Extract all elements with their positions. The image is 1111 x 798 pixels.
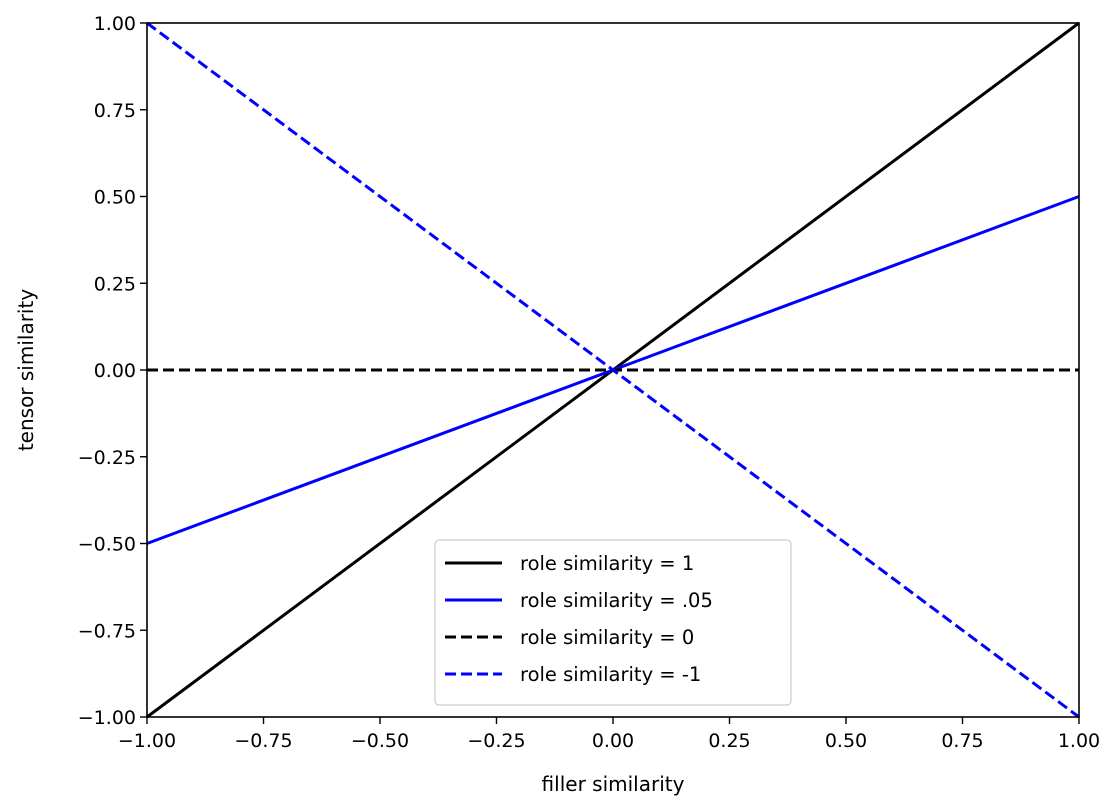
x-tick-label: 1.00 <box>1058 730 1100 752</box>
x-axis-label: filler similarity <box>542 772 685 796</box>
legend-label: role similarity = 1 <box>520 552 694 575</box>
x-tick-label: −1.00 <box>118 730 176 752</box>
x-tick-label: −0.75 <box>234 730 292 752</box>
y-tick-label: −1.00 <box>78 707 136 729</box>
legend: role similarity = 1 role similarity = .05… <box>434 539 792 706</box>
x-tick-label: 0.75 <box>941 730 983 752</box>
x-tick-label: 0.50 <box>825 730 867 752</box>
y-tick-label: −0.25 <box>78 447 136 469</box>
y-tick-label: −0.75 <box>78 620 136 642</box>
series-line-4 <box>146 21 1080 719</box>
y-axis: −1.00 −0.75 −0.50 −0.25 0.00 0.25 0.50 0.75 1.00 <box>78 13 147 729</box>
y-tick-label: 0.75 <box>94 100 136 122</box>
x-axis: −1.00 −0.75 −0.50 −0.25 0.00 0.25 0.50 0.75 1.00 <box>118 717 1100 752</box>
y-tick-label: 0.50 <box>94 187 136 209</box>
legend-label: role similarity = -1 <box>520 663 701 686</box>
y-tick-label: −0.50 <box>78 534 136 556</box>
legend-label: role similarity = 0 <box>520 626 694 649</box>
y-tick-label: 0.00 <box>94 360 136 382</box>
x-tick-label: 0.00 <box>592 730 634 752</box>
x-tick-label: 0.25 <box>708 730 750 752</box>
legend-box <box>434 539 792 706</box>
x-tick-label: −0.25 <box>467 730 525 752</box>
x-tick-label: −0.50 <box>351 730 409 752</box>
series-layer <box>146 21 1080 719</box>
y-tick-label: 1.00 <box>94 13 136 35</box>
legend-label: role similarity = .05 <box>520 589 713 612</box>
y-axis-label: tensor similarity <box>14 289 38 452</box>
y-tick-label: 0.25 <box>94 273 136 295</box>
